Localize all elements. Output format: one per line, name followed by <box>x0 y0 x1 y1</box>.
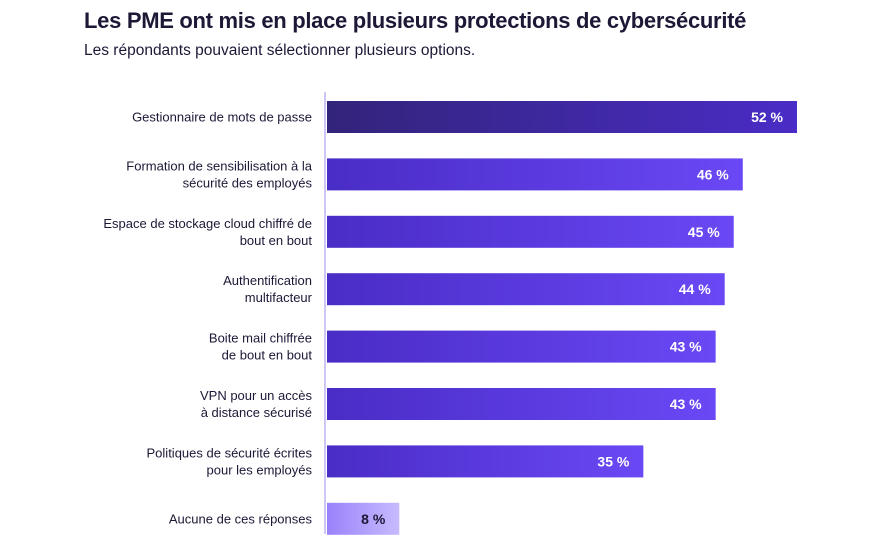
bar <box>327 215 734 248</box>
chart-subtitle: Les répondants pouvaient sélectionner pl… <box>84 42 476 59</box>
data-label: 52 % <box>751 109 783 125</box>
data-label: 8 % <box>361 511 386 527</box>
data-label: 45 % <box>688 224 720 240</box>
data-label: 35 % <box>597 453 629 469</box>
category-label: Espace de stockage cloud chiffré de <box>103 216 312 231</box>
bar <box>327 273 725 306</box>
category-label: pour les employés <box>207 462 313 477</box>
category-label: de bout en bout <box>222 348 313 363</box>
category-label: Aucune de ces réponses <box>169 511 313 526</box>
data-label: 46 % <box>697 166 729 182</box>
bar <box>327 158 743 191</box>
bar <box>327 330 716 363</box>
category-label: Authentification <box>223 273 312 288</box>
category-label: VPN pour un accès <box>200 388 313 403</box>
chart-title: Les PME ont mis en place plusieurs prote… <box>84 8 747 33</box>
category-label: Boite mail chiffrée <box>209 331 312 346</box>
category-label: Gestionnaire de mots de passe <box>132 110 312 125</box>
category-label: à distance sécurisé <box>201 405 312 420</box>
bar <box>327 445 644 478</box>
category-label: multifacteur <box>245 290 313 305</box>
data-label: 43 % <box>670 396 702 412</box>
category-label: sécurité des employés <box>183 175 313 190</box>
bar <box>327 101 797 133</box>
bar <box>327 502 400 535</box>
category-label: bout en bout <box>240 233 313 248</box>
bar <box>327 388 716 420</box>
data-label: 43 % <box>670 339 702 355</box>
data-label: 44 % <box>679 281 711 297</box>
category-label: Formation de sensibilisation à la <box>126 158 312 173</box>
category-label: Politiques de sécurité écrites <box>147 445 313 460</box>
